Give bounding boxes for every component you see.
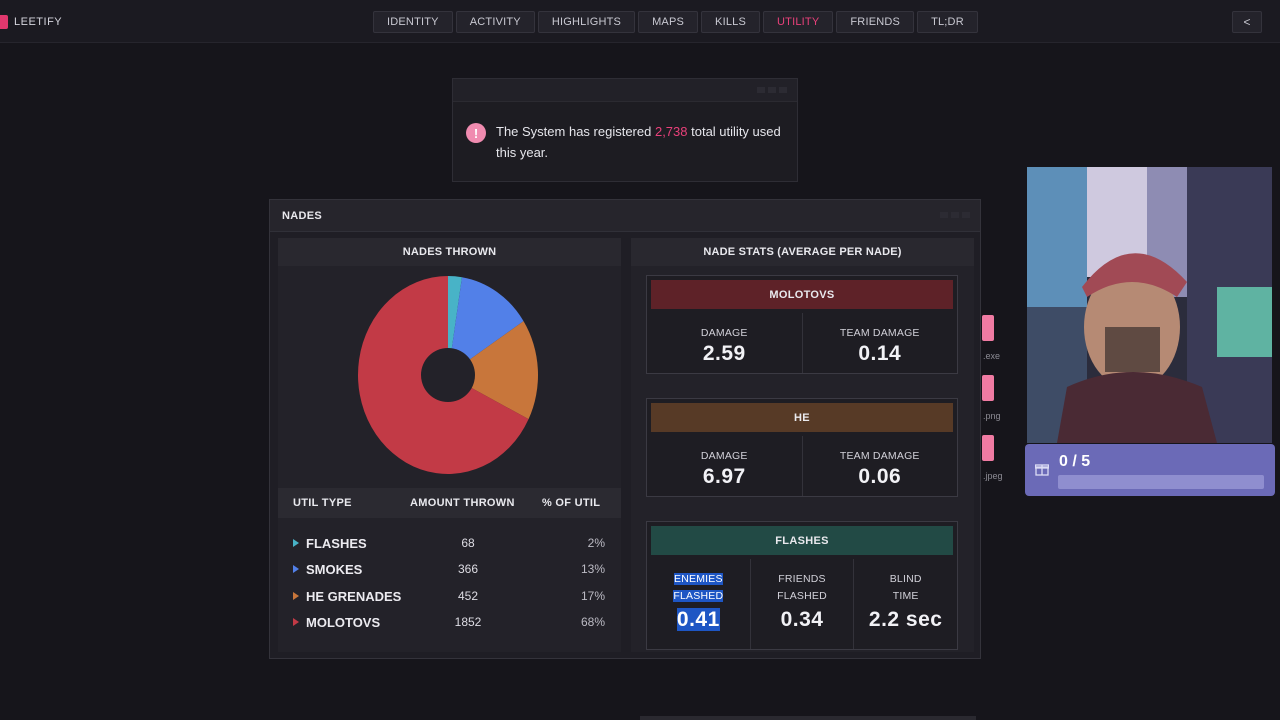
util-pct: 2% (587, 536, 605, 550)
util-amount: 366 (457, 562, 479, 576)
window-controls (757, 87, 787, 93)
nades-panel-header: NADES (270, 200, 980, 232)
file-icon[interactable] (982, 375, 994, 401)
legend-marker-icon (293, 539, 299, 547)
stat-label: FLASHED (777, 590, 827, 602)
table-row: SMOKES 366 13% (278, 556, 621, 582)
nades-thrown-title: NADES THROWN (278, 238, 621, 266)
info-box-titlebar (453, 79, 797, 102)
flashes-stats-card: FLASHES ENEMIES FLASHED 0.41 FRIENDS FLASH… (646, 521, 958, 650)
share-icon: < (1243, 15, 1251, 29)
util-table-header: UTIL TYPE AMOUNT THROWN % OF UTIL (278, 488, 621, 518)
stat-label: FLASHED (673, 590, 724, 602)
util-amount: 452 (457, 589, 479, 603)
nade-stats-title: NADE STATS (AVERAGE PER NADE) (631, 238, 974, 266)
he-stats-card: HE DAMAGE 6.97 TEAM DAMAGE 0.06 (646, 398, 958, 497)
enemies-flashed-value: 0.41 (676, 608, 720, 631)
file-icon[interactable] (982, 435, 994, 461)
brand-name: LEETIFY (14, 16, 63, 28)
brand[interactable]: LEETIFY (0, 12, 62, 32)
goal-progress-text: 0 / 5 (1059, 453, 1091, 470)
pie-slice-he-grenades[interactable] (448, 321, 538, 420)
util-pct: 13% (580, 562, 605, 576)
pie-slice-smokes[interactable] (448, 277, 524, 375)
molotovs-card-title: MOLOTOVS (651, 280, 953, 309)
nades-pie-chart (358, 276, 538, 474)
gift-icon (1035, 464, 1049, 476)
tab-identity[interactable]: IDENTITY (373, 11, 453, 33)
flashes-card-title: FLASHES (651, 526, 953, 555)
he-team-damage-value: 0.06 (858, 465, 902, 488)
legend-marker-icon (293, 565, 299, 573)
tab-friends[interactable]: FRIENDS (836, 11, 915, 33)
tab-maps[interactable]: MAPS (638, 11, 699, 33)
tab-highlights[interactable]: HIGHLIGHTS (537, 11, 636, 33)
blind-time-value: 2.2 sec (868, 608, 943, 631)
stat-label: TIME (892, 590, 919, 602)
util-name: FLASHES (306, 535, 367, 551)
stat-label: ENEMIES (674, 573, 723, 585)
tab-activity[interactable]: ACTIVITY (455, 11, 535, 33)
util-amount: 1852 (454, 615, 482, 629)
table-row: FLASHES 68 2% (278, 530, 621, 556)
util-name: MOLOTOVS (306, 614, 381, 630)
webcam-feed (1027, 167, 1272, 443)
main-nav: IDENTITY ACTIVITY HIGHLIGHTS MAPS KILLS … (373, 11, 978, 33)
util-pct: 17% (580, 589, 605, 603)
stat-label: BLIND (889, 573, 922, 585)
file-name: .png (983, 411, 1001, 421)
webcam-image (1027, 167, 1272, 443)
leetify-logo-icon (0, 15, 8, 29)
col-util-type: UTIL TYPE (293, 497, 352, 509)
col-amount-thrown: AMOUNT THROWN (410, 497, 515, 509)
pie-donut-hole (421, 348, 475, 402)
friends-flashed-value: 0.34 (780, 608, 824, 631)
utility-count: 2,738 (654, 124, 688, 139)
util-name: SMOKES (306, 561, 363, 577)
top-bar: LEETIFY IDENTITY ACTIVITY HIGHLIGHTS MAP… (0, 0, 1280, 43)
stat-label: TEAM DAMAGE (839, 450, 920, 462)
molotov-team-damage-value: 0.14 (858, 342, 902, 365)
nades-panel-title: NADES (282, 210, 323, 222)
util-pct: 68% (580, 615, 605, 629)
stat-label: FRIENDS (778, 573, 826, 585)
share-button[interactable]: < (1232, 11, 1262, 33)
legend-marker-icon (293, 618, 299, 626)
tab-utility[interactable]: UTILITY (763, 11, 834, 33)
nade-stats-section: NADE STATS (AVERAGE PER NADE) MOLOTOVS D… (631, 238, 974, 652)
file-icon[interactable] (982, 315, 994, 341)
file-name: .exe (983, 351, 1001, 361)
tab-tldr[interactable]: TL;DR (917, 11, 978, 33)
legend-marker-icon (293, 592, 299, 600)
goal-progress-bar (1058, 475, 1264, 489)
stream-goal-widget: 0 / 5 (1025, 444, 1275, 496)
window-controls (940, 212, 970, 218)
tab-kills[interactable]: KILLS (701, 11, 761, 33)
util-name: HE GRENADES (306, 588, 402, 604)
table-row: MOLOTOVS 1852 68% (278, 609, 621, 635)
util-amount: 68 (461, 536, 475, 550)
utility-info-box: ! The System has registered 2,738 total … (452, 78, 798, 182)
molotovs-stats-card: MOLOTOVS DAMAGE 2.59 TEAM DAMAGE 0.14 (646, 275, 958, 374)
nades-panel: NADES NADES THROWN UTIL TYPE AMOUNT THRO… (269, 199, 981, 659)
file-name: .jpeg (983, 471, 1003, 481)
stat-label: DAMAGE (700, 450, 748, 462)
nades-thrown-section: NADES THROWN UTIL TYPE AMOUNT THROWN % O… (278, 238, 621, 652)
he-card-title: HE (651, 403, 953, 432)
stat-label: DAMAGE (700, 327, 748, 339)
he-damage-value: 6.97 (702, 465, 746, 488)
molotov-damage-value: 2.59 (702, 342, 746, 365)
col-pct-of-util: % OF UTIL (542, 497, 601, 509)
bottom-divider (640, 716, 976, 720)
table-row: HE GRENADES 452 17% (278, 583, 621, 609)
stat-label: TEAM DAMAGE (839, 327, 920, 339)
info-icon: ! (466, 123, 486, 143)
utility-info-message: The System has registered 2,738 total ut… (496, 124, 781, 160)
